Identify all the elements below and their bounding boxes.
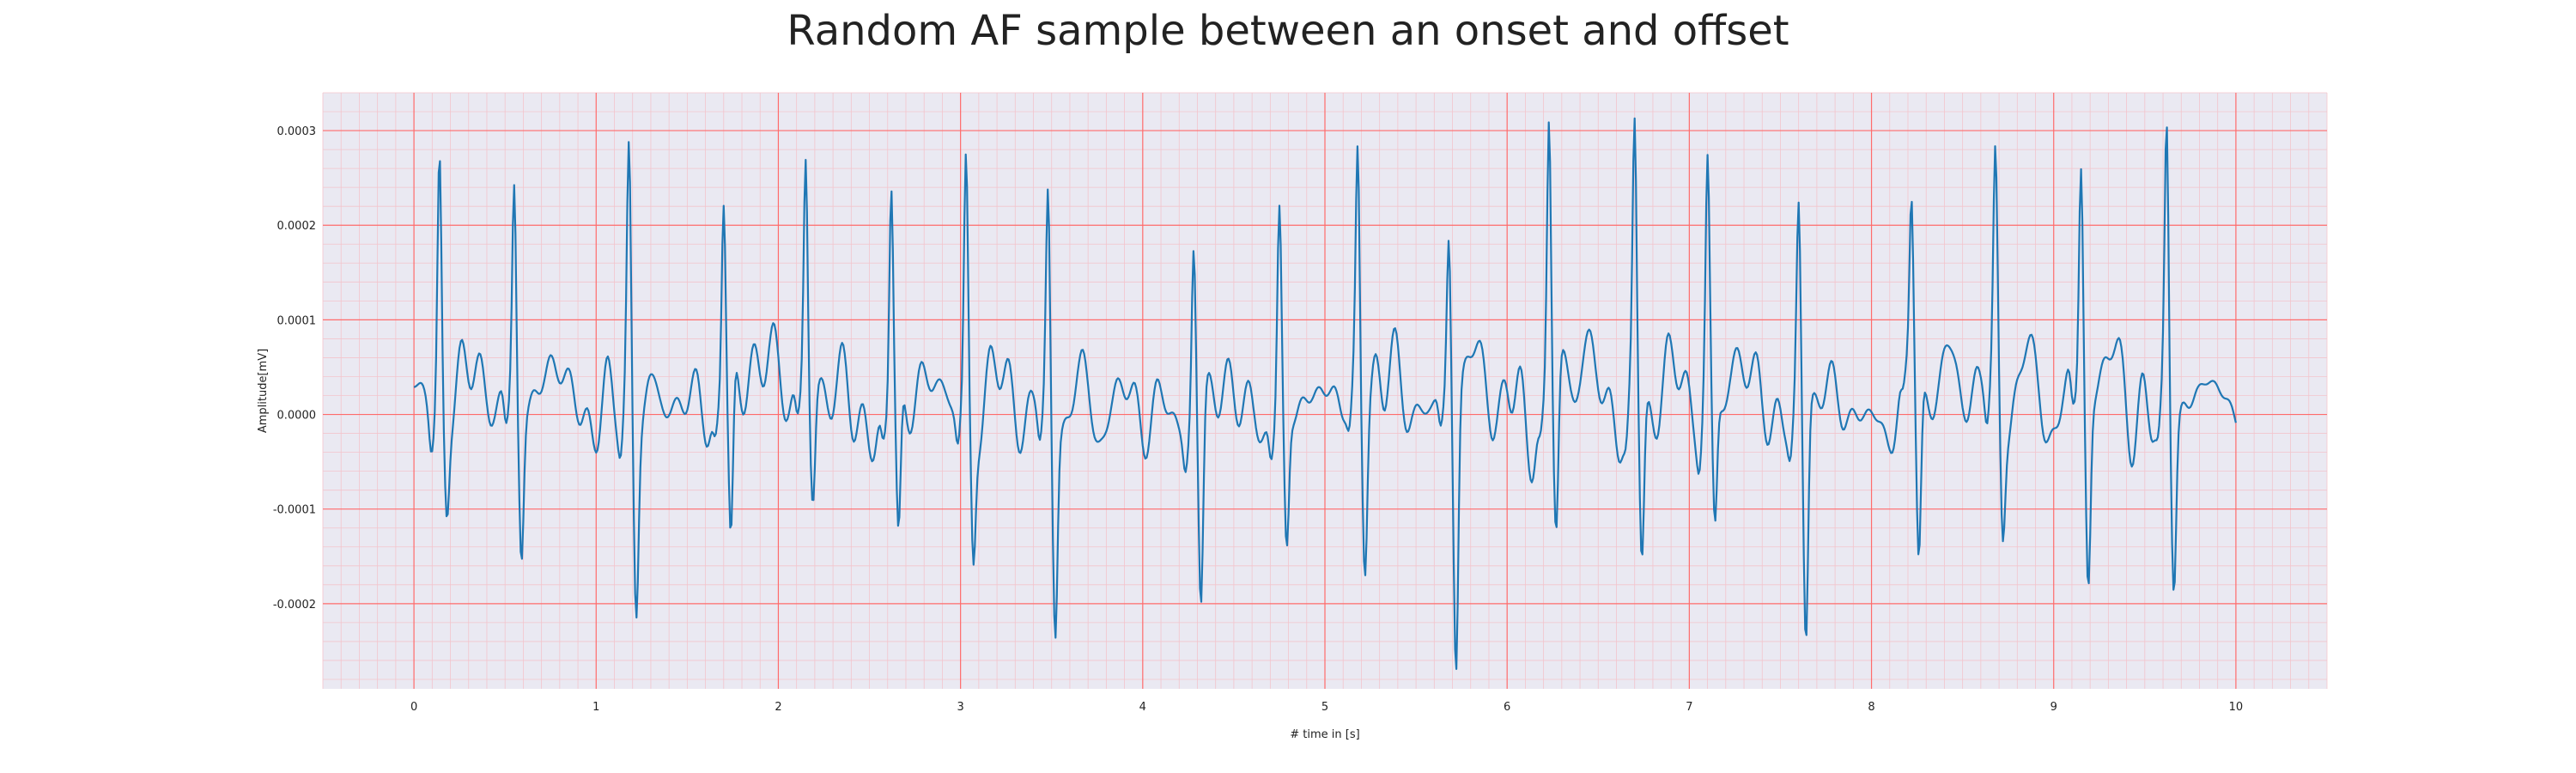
y-tick-label: 0.0000 [277, 410, 317, 423]
series-layer [413, 117, 2237, 671]
x-tick-labels: 0 1 2 3 4 5 6 7 8 9 10 [410, 701, 2243, 714]
x-tick-label: 2 [775, 701, 781, 714]
y-tick-label: -0.0001 [273, 504, 316, 517]
x-tick-label: 8 [1868, 701, 1874, 714]
x-tick-label: 6 [1504, 701, 1510, 714]
y-tick-label: 0.0003 [277, 125, 317, 138]
ecg-series-line [413, 117, 2237, 671]
chart-title: Random AF sample between an onset and of… [787, 7, 1789, 55]
y-tick-label: 0.0002 [277, 220, 317, 233]
x-tick-label: 4 [1139, 701, 1146, 714]
x-tick-label: 0 [410, 701, 417, 714]
x-tick-label: 10 [2229, 701, 2244, 714]
y-tick-label: -0.0002 [273, 599, 316, 612]
x-tick-label: 5 [1321, 701, 1328, 714]
y-tick-labels: -0.0002 -0.0001 0.0000 0.0001 0.0002 0.0003 [273, 125, 316, 612]
x-tick-label: 9 [2050, 701, 2057, 714]
y-tick-label: 0.0001 [277, 314, 317, 327]
x-axis-label: # time in [s] [1290, 728, 1359, 741]
x-tick-label: 3 [957, 701, 963, 714]
x-tick-label: 7 [1686, 701, 1692, 714]
x-tick-label: 1 [592, 701, 599, 714]
y-axis-label: Amplitude[mV] [257, 349, 270, 433]
